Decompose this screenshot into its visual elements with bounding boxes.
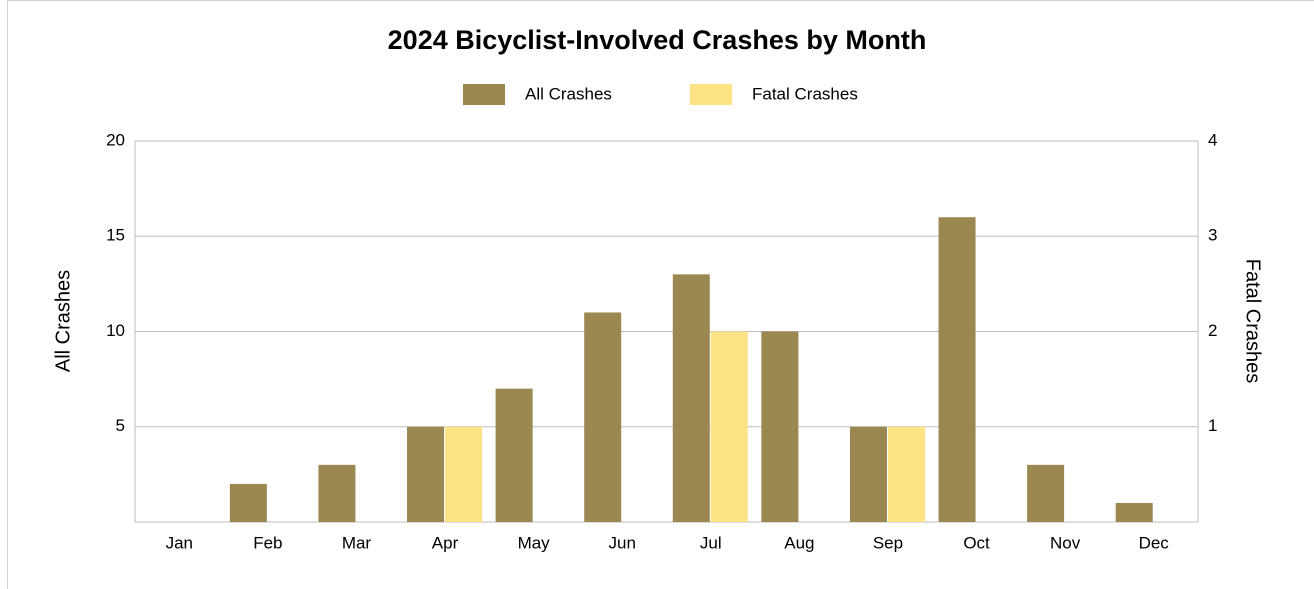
y-tick-label: 20 bbox=[106, 130, 125, 149]
bar bbox=[318, 464, 356, 522]
x-tick-label: Dec bbox=[1139, 533, 1170, 552]
bar bbox=[849, 426, 887, 522]
y2-tick-label: 4 bbox=[1208, 130, 1217, 149]
bar bbox=[1027, 464, 1065, 522]
x-tick-label: Sep bbox=[873, 533, 903, 552]
bar bbox=[672, 274, 710, 522]
bar bbox=[1115, 502, 1153, 522]
y-tick-label: 15 bbox=[106, 226, 125, 245]
x-tick-label: Nov bbox=[1050, 533, 1081, 552]
legend-swatch bbox=[463, 84, 505, 105]
y2-axis-label: Fatal Crashes bbox=[1242, 259, 1264, 384]
chart-border bbox=[7, 0, 1314, 589]
chart-title: 2024 Bicyclist-Involved Crashes by Month bbox=[388, 25, 927, 55]
bar bbox=[584, 312, 622, 522]
x-tick-label: Jun bbox=[608, 533, 635, 552]
bar bbox=[229, 483, 267, 522]
y-tick-label: 5 bbox=[116, 416, 125, 435]
bar bbox=[761, 331, 799, 522]
bar bbox=[710, 331, 748, 522]
y2-tick-label: 1 bbox=[1208, 416, 1217, 435]
bar bbox=[887, 426, 925, 522]
legend-swatch bbox=[690, 84, 732, 105]
x-tick-label: Oct bbox=[963, 533, 990, 552]
y2-tick-label: 3 bbox=[1208, 226, 1217, 245]
x-tick-label: Apr bbox=[432, 533, 459, 552]
x-tick-label: Jan bbox=[166, 533, 193, 552]
legend-label: All Crashes bbox=[525, 84, 612, 103]
bar bbox=[938, 217, 976, 522]
x-tick-label: Mar bbox=[342, 533, 372, 552]
legend-label: Fatal Crashes bbox=[752, 84, 858, 103]
y-tick-label: 10 bbox=[106, 321, 125, 340]
x-tick-label: Feb bbox=[253, 533, 282, 552]
y-axis-label: All Crashes bbox=[52, 270, 74, 372]
x-tick-label: May bbox=[518, 533, 551, 552]
y2-tick-label: 2 bbox=[1208, 321, 1217, 340]
bar bbox=[445, 426, 483, 522]
x-tick-label: Jul bbox=[700, 533, 722, 552]
x-tick-label: Aug bbox=[784, 533, 814, 552]
bar bbox=[407, 426, 445, 522]
bar bbox=[495, 388, 533, 522]
